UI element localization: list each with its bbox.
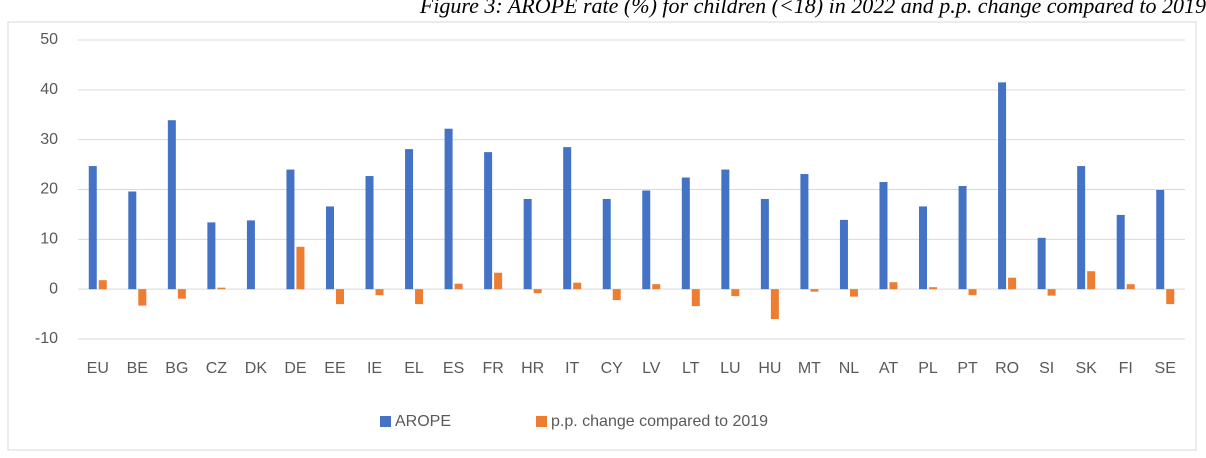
bar (98, 280, 107, 290)
bar (1087, 271, 1096, 290)
x-tick-label: EL (404, 360, 424, 377)
bar (731, 289, 740, 297)
x-tick-label: CZ (206, 360, 228, 377)
y-tick-label: -10 (35, 330, 58, 347)
y-tick-label: 40 (40, 81, 58, 98)
bar (246, 220, 255, 290)
bar (1156, 189, 1165, 290)
x-tick-label: BE (127, 360, 148, 377)
bar (1037, 237, 1046, 290)
y-tick-label: 10 (40, 231, 58, 248)
x-tick-label: DK (245, 360, 268, 377)
bar (1116, 214, 1125, 290)
chart-frame (7, 21, 1197, 451)
x-tick-label: FR (482, 360, 503, 377)
x-tick-label: EU (87, 360, 109, 377)
bar (405, 149, 414, 290)
x-tick-label: IT (565, 360, 579, 377)
y-tick-label: 0 (49, 280, 58, 297)
bar (523, 198, 532, 290)
bar (415, 289, 424, 305)
bar (919, 206, 928, 290)
bar (375, 289, 384, 296)
bar (760, 198, 769, 290)
legend-swatch (536, 416, 548, 427)
bar (1047, 289, 1056, 296)
bar (642, 190, 651, 290)
legend-swatch (380, 416, 391, 427)
x-tick-label: ES (443, 360, 464, 377)
bar (691, 289, 700, 307)
bar (958, 186, 967, 290)
x-tick-label: IE (367, 360, 382, 377)
bar (444, 128, 453, 290)
x-tick-label: MT (798, 360, 821, 377)
x-tick-label: RO (995, 360, 1019, 377)
x-tick-label: DE (284, 360, 306, 377)
bar (681, 177, 690, 290)
x-tick-label: CY (601, 360, 624, 377)
bar (1008, 277, 1017, 290)
bar (652, 284, 661, 290)
x-tick-label: LT (682, 360, 700, 377)
bar (167, 120, 176, 290)
x-tick-label: SE (1155, 360, 1176, 377)
bar (177, 289, 186, 299)
bar (454, 283, 463, 290)
y-tick-label: 50 (40, 31, 58, 48)
bar (1166, 289, 1175, 305)
bar (929, 287, 938, 290)
bar (721, 169, 730, 290)
bar (879, 182, 888, 290)
bar (573, 282, 582, 290)
bar (217, 287, 226, 290)
bar (889, 282, 898, 290)
x-tick-label: PL (918, 360, 938, 377)
bar (770, 289, 779, 320)
x-tick-label: EE (324, 360, 345, 377)
chart-title: Figure 3: AROPE rate (%) for children (<… (419, 0, 1206, 18)
bar (839, 219, 848, 290)
x-tick-label: FI (1119, 360, 1133, 377)
x-tick-label: NL (839, 360, 860, 377)
bar (1126, 284, 1135, 290)
bar (998, 82, 1007, 290)
bar (484, 152, 493, 290)
x-tick-label: LV (642, 360, 661, 377)
x-tick-label: SK (1075, 360, 1097, 377)
legend-label: AROPE (395, 413, 451, 430)
bar (138, 289, 147, 306)
bar (335, 289, 344, 305)
legend-label: p.p. change compared to 2019 (551, 413, 768, 430)
bar (800, 174, 809, 290)
x-tick-label: HR (521, 360, 544, 377)
bar (849, 289, 858, 297)
x-tick-label: PT (957, 360, 978, 377)
x-tick-label: AT (879, 360, 898, 377)
bar (1077, 166, 1086, 290)
bar (88, 166, 97, 290)
y-tick-label: 30 (40, 131, 58, 148)
bar (296, 246, 305, 290)
y-tick-label: 20 (40, 181, 58, 198)
bar (533, 289, 542, 294)
x-tick-label: SI (1039, 360, 1054, 377)
bar (286, 169, 295, 290)
bar (494, 272, 503, 290)
x-tick-label: BG (165, 360, 188, 377)
x-tick-label: LU (720, 360, 740, 377)
bar (365, 176, 374, 290)
bar (325, 206, 334, 290)
bar (128, 191, 137, 290)
bar (968, 289, 977, 296)
bar (207, 222, 216, 290)
bar (810, 289, 819, 292)
bar (612, 289, 621, 301)
bar (563, 147, 572, 290)
bar (602, 198, 611, 290)
x-tick-label: HU (758, 360, 781, 377)
